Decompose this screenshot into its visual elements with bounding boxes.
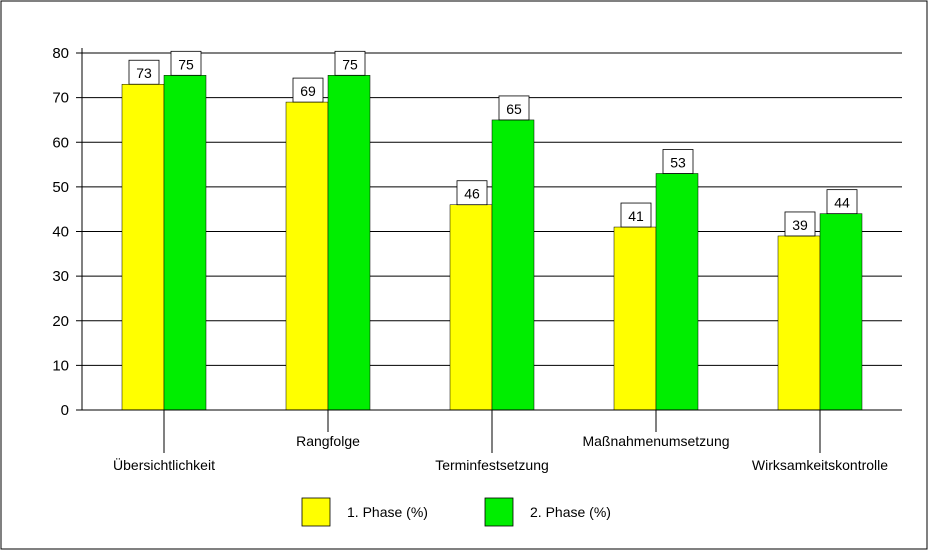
data-label: 75 [342,56,358,72]
legend-label: 1. Phase (%) [347,504,428,520]
data-label-box [292,77,324,103]
legend-swatch [301,497,331,527]
axes: 0 10 20 30 40 50 60 70 80 Übersichtlichkeit Rangfo… [52,45,902,473]
bars [121,75,863,411]
bar-1 [121,83,165,411]
data-label-box [128,59,160,85]
bar-2 [327,75,371,411]
bar-2 [491,119,535,411]
data-label-box [456,180,488,206]
data-label: 41 [628,208,644,224]
data-label-box [498,95,530,121]
y-tick-label: 0 [61,402,69,419]
data-label-box [784,211,816,237]
data-label: 73 [136,65,152,81]
y-tick-label: 50 [52,179,69,196]
x-tick-label: Rangfolge [296,433,360,449]
x-tick-label: Terminfestsetzung [435,457,549,473]
bar-2 [163,75,207,411]
bar-1 [777,235,821,411]
bar-1 [449,204,493,411]
data-label: 46 [464,186,480,202]
y-tick-label: 80 [52,45,69,62]
bar-1 [613,226,657,411]
y-tick-label: 10 [52,357,69,374]
data-label-box [334,50,366,76]
y-tick-label: 70 [52,90,69,107]
y-tick-label: 60 [52,134,69,151]
data-label: 75 [178,56,194,72]
data-label: 69 [300,83,316,99]
data-labels: 73 75 69 75 46 65 41 53 39 44 [128,50,858,237]
data-label: 65 [506,101,522,117]
x-tick-label: Übersichtlichkeit [113,456,215,473]
y-tick-label: 40 [52,224,69,241]
y-tick-label: 30 [52,268,69,285]
legend-swatch [484,497,514,527]
data-label-box [826,189,858,215]
data-label: 53 [670,154,686,170]
bar-1 [285,101,329,411]
data-label: 44 [834,195,850,211]
legend-label: 2. Phase (%) [530,504,611,520]
data-label: 39 [792,217,808,233]
data-label-box [170,50,202,76]
data-label-box [662,149,694,174]
legend: 1. Phase (%) 2. Phase (%) [301,497,611,527]
x-tick-label: Maßnahmenumsetzung [582,433,729,449]
x-tick-label: Wirksamkeitskontrolle [752,457,888,473]
bar-2 [819,213,863,411]
bar-2 [655,173,699,411]
data-label-box [620,202,652,228]
y-tick-label: 20 [52,313,69,330]
